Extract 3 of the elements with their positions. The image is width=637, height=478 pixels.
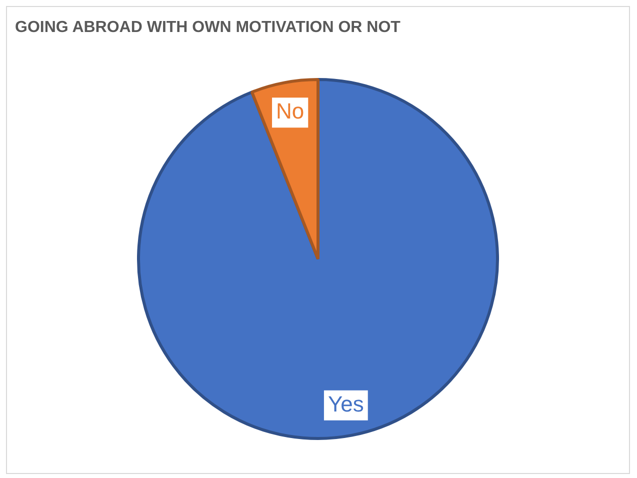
chart-title: GOING ABROAD WITH OWN MOTIVATION OR NOT bbox=[15, 19, 400, 37]
slice-label: No bbox=[276, 98, 304, 124]
slice-label: Yes bbox=[328, 391, 364, 416]
